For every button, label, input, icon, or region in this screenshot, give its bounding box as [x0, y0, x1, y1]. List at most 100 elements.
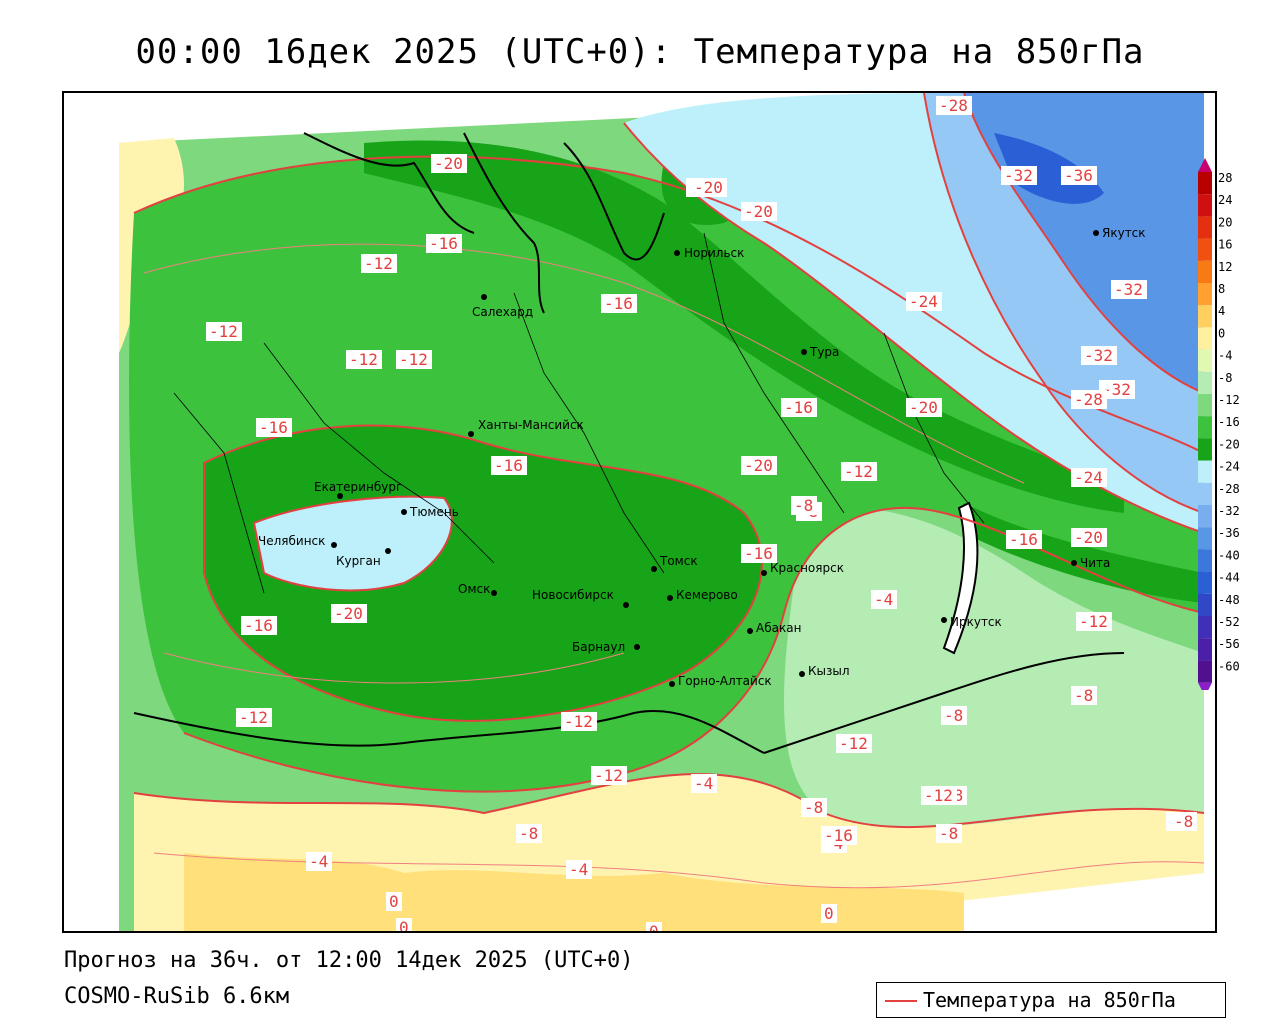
city-markers: Норильск Салехард Тура Якутск Ханты-Манс…: [258, 226, 1146, 688]
isoline-label: -12: [844, 462, 873, 481]
city-chita: Чита: [1080, 556, 1110, 570]
colorbar-cell: [1198, 505, 1212, 528]
colorbar-cell: [1198, 527, 1212, 550]
isoline-label-bg: [256, 418, 292, 437]
city-ekaterinburg: Екатеринбург: [314, 480, 402, 494]
colorbar-cell: [1198, 616, 1212, 639]
isoline-label: -12: [399, 350, 428, 369]
city-dot-chelyabinsk: [331, 542, 337, 548]
isoline-label-bg: [306, 852, 332, 871]
colorbar-label: -16: [1218, 415, 1240, 429]
colorbar-label: 24: [1218, 193, 1232, 207]
isoline-label: -28: [939, 96, 968, 115]
region-border-2: [513, 292, 665, 574]
colorbar-label: -40: [1218, 548, 1240, 562]
city-tomsk: Томск: [659, 554, 698, 568]
isoline-label-bg: [821, 904, 837, 923]
city-omsk: Омск: [458, 582, 490, 596]
warm-zone-orange: [184, 853, 964, 931]
colorbar-label: -32: [1218, 504, 1240, 518]
region-border-4: [883, 332, 985, 524]
city-salekhard: Салехард: [472, 305, 533, 319]
isoline-label: -16: [784, 398, 813, 417]
isoline-label: -12: [839, 734, 868, 753]
forecast-info: Прогноз на 36ч. от 12:00 14дек 2025 (UTC…: [64, 948, 634, 973]
city-gorno-altaysk: Горно-Алтайск: [678, 674, 772, 688]
isoline-e: [923, 93, 1205, 514]
isoline-label: -4: [309, 852, 328, 871]
city-tura: Тура: [809, 345, 839, 359]
isoline-label-bg: [566, 860, 592, 879]
isoline-label-bg: [691, 178, 727, 197]
isoline-label-bg: [741, 456, 777, 475]
city-kyzyl: Кызыл: [808, 664, 850, 678]
city-dot-norilsk: [674, 250, 680, 256]
city-dot-barnaul: [634, 644, 640, 650]
isoline-label: -28: [1074, 390, 1103, 409]
city-yakutsk: Якутск: [1102, 226, 1146, 240]
isoline-label: -8: [519, 824, 538, 843]
region-border-3: [703, 232, 845, 514]
isoline-label: -20: [744, 456, 773, 475]
isoline-label-bg: [1099, 380, 1135, 399]
deep-green-core: [204, 425, 762, 721]
city-dot-irkutsk: [941, 617, 947, 623]
colorbar-label: 28: [1218, 171, 1232, 185]
isoline-label-bg: [781, 398, 817, 417]
isoline-label: -16: [259, 418, 288, 437]
region-border-1: [263, 342, 495, 564]
isoline-label: -8: [944, 706, 963, 725]
colorbar-cell: [1198, 416, 1212, 439]
isoline-h: [252, 495, 453, 592]
colorbar-labels: 28 24 20 16 12 8 4 0 -4 -8 -12 -16 -20 -24 -28 -32 -36 -4…: [1218, 171, 1240, 673]
city-dot-ekb: [337, 493, 343, 499]
isoline-label-bg: [591, 766, 627, 785]
colorbar-label: -44: [1218, 571, 1240, 585]
isoline-label-bg: [801, 798, 827, 817]
isoline-label: -16: [244, 616, 273, 635]
isoline-label-bg: [396, 918, 412, 931]
isoline-label: -12: [564, 712, 593, 731]
isoline-label-bg: [561, 712, 597, 731]
isoline-label: -12: [209, 322, 238, 341]
colorbar-label: -24: [1218, 460, 1240, 474]
cold-pocket-tyumen: [254, 496, 452, 591]
isoline-label: -20: [334, 604, 363, 623]
city-barnaul: Барнаул: [572, 640, 625, 654]
isoline-label: -4: [874, 590, 893, 609]
colorbar-cell: [1198, 638, 1212, 661]
isoline-label-bg: [646, 922, 662, 931]
colorbar-cell: [1198, 482, 1212, 505]
isoline-label: -12: [239, 708, 268, 727]
isoline-thin-2: [163, 652, 625, 684]
isoline-label: 0: [824, 904, 834, 923]
isoline-label-bg: [426, 234, 462, 253]
map-canvas: Норильск Салехард Тура Якутск Ханты-Манс…: [119, 93, 1205, 933]
city-abakan: Абакан: [756, 621, 801, 635]
colorbar-label: 0: [1218, 326, 1225, 340]
colorbar-label: -8: [1218, 371, 1232, 385]
isoline-label: -32: [1114, 280, 1143, 299]
colorbar-label: -20: [1218, 437, 1240, 451]
isoline-label: -12: [349, 350, 378, 369]
colorbar-label: -4: [1218, 349, 1232, 363]
city-dot-yakutsk: [1093, 230, 1099, 236]
coastline-taimyr: [563, 142, 665, 261]
model-info: COSMO-RuSib 6.6км: [64, 984, 290, 1009]
colorbar-cell: [1198, 660, 1212, 683]
isoline-label-bg: [396, 350, 432, 369]
isoline-label-bg: [331, 604, 367, 623]
isoline-label-bg: [431, 154, 467, 173]
legend-label: Температура на 850гПа: [923, 988, 1176, 1012]
colorbar-label: -12: [1218, 393, 1240, 407]
city-dot-gorno: [669, 681, 675, 687]
colorbar-cell: [1198, 371, 1212, 394]
city-dot-tura: [801, 349, 807, 355]
isoline-label: -8: [794, 496, 813, 515]
coastline-ob: [303, 132, 475, 234]
colorbar-cell: [1198, 216, 1212, 239]
isoline-label: -20: [694, 178, 723, 197]
colorbar-cell: [1198, 327, 1212, 350]
isoline-label-bg: [921, 786, 957, 805]
isoline-label: 0: [649, 922, 659, 933]
